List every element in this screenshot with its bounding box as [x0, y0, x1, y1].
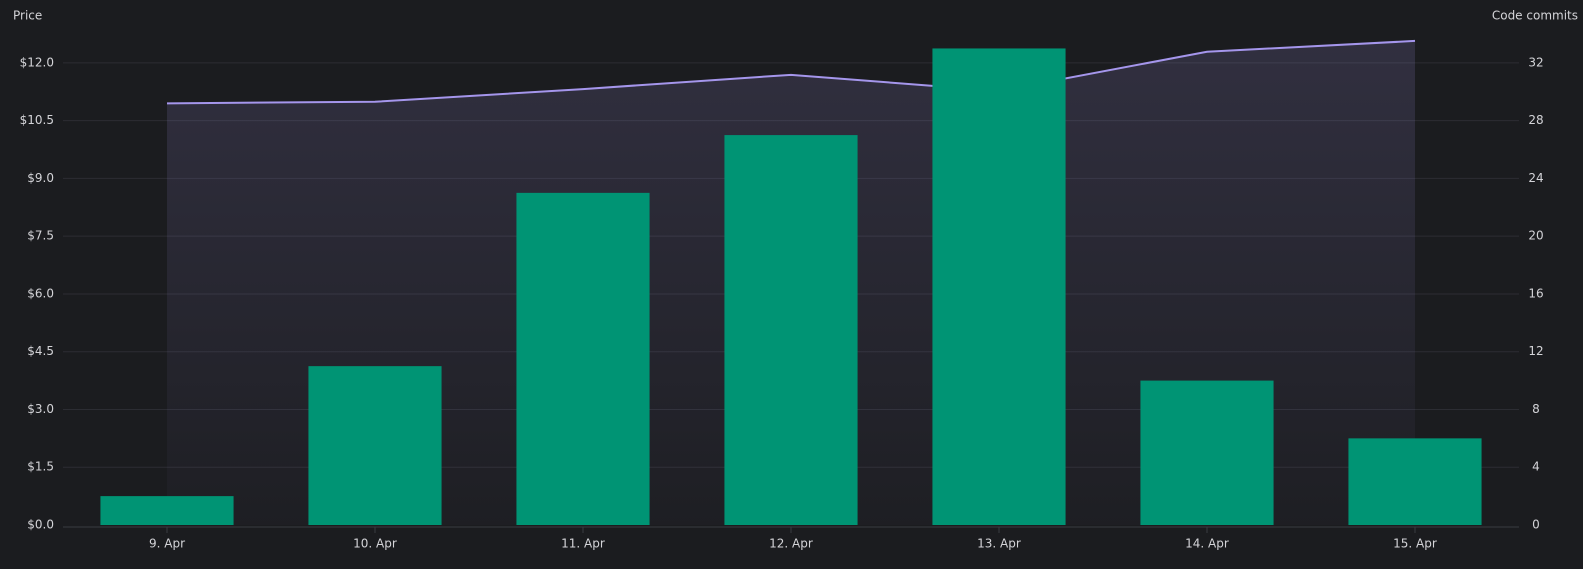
y-tick-label: $3.0 — [27, 402, 54, 416]
y2-tick-label: 0 — [1532, 518, 1540, 532]
y2-tick-label: 12 — [1528, 344, 1543, 358]
bar — [724, 135, 858, 525]
y2-axis-title: Code commits — [1492, 9, 1578, 23]
y-tick-label: $1.5 — [27, 460, 54, 474]
line — [166, 39, 1416, 105]
y2-tick-label: 4 — [1532, 460, 1540, 474]
y-tick-label: $7.5 — [27, 229, 54, 243]
x-tick-label: 15. Apr — [1393, 537, 1437, 551]
x-tick-label: 12. Apr — [769, 537, 813, 551]
y2-tick-label: 28 — [1528, 113, 1543, 127]
bar — [308, 366, 442, 525]
y-tick-label: $12.0 — [20, 55, 54, 69]
y2-tick-label: 8 — [1532, 402, 1540, 416]
y2-tick-label: 24 — [1528, 171, 1543, 185]
bar — [516, 192, 650, 525]
y-tick-label: $10.5 — [20, 113, 54, 127]
y2-tick-label: 20 — [1528, 229, 1543, 243]
x-tick-label: 9. Apr — [149, 537, 185, 551]
y2-tick-label: 16 — [1528, 286, 1543, 300]
y-axis-title: Price — [13, 9, 42, 23]
x-tick-label: 11. Apr — [561, 537, 605, 551]
y-tick-label: $9.0 — [27, 171, 54, 185]
bar — [1140, 380, 1274, 525]
bar — [932, 48, 1066, 526]
y2-tick-label: 32 — [1528, 55, 1543, 69]
x-tick-label: 10. Apr — [353, 537, 397, 551]
bar — [1348, 438, 1482, 525]
y-tick-label: $6.0 — [27, 286, 54, 300]
bar — [100, 496, 234, 525]
x-tick-label: 14. Apr — [1185, 537, 1229, 551]
y-tick-label: $0.0 — [27, 518, 54, 532]
x-tick-label: 13. Apr — [977, 537, 1021, 551]
y-tick-label: $4.5 — [27, 344, 54, 358]
